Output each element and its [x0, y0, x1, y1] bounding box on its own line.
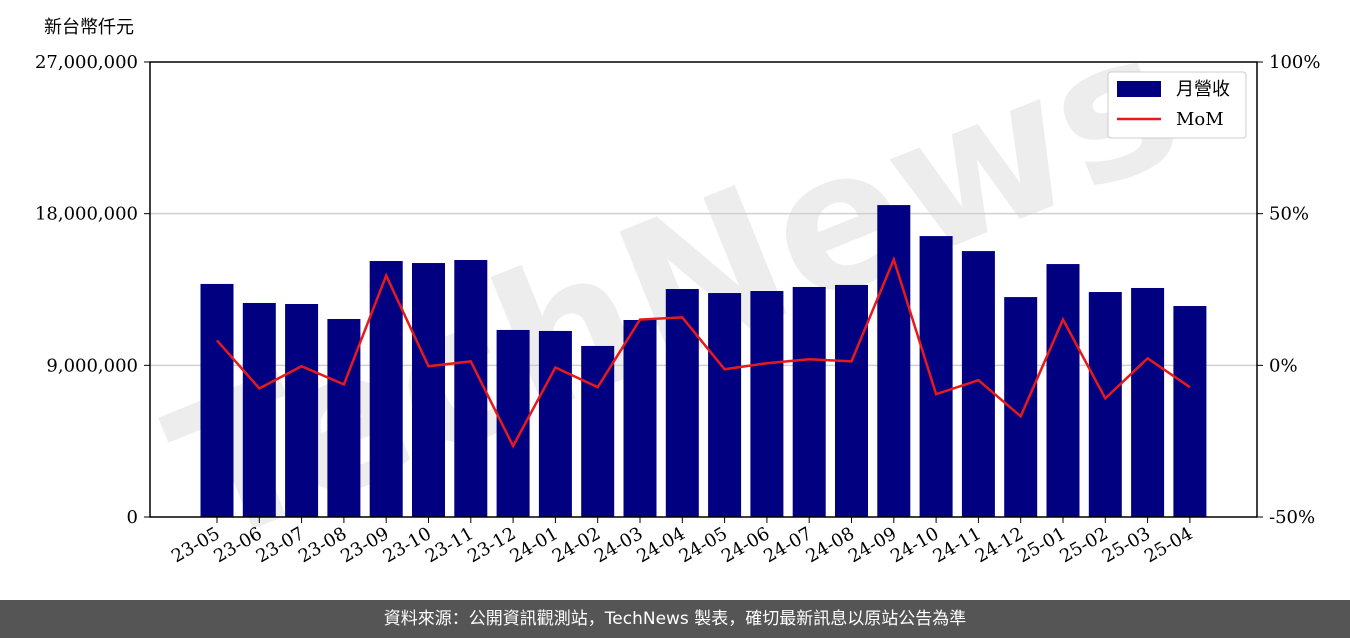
bar	[792, 286, 826, 517]
bar	[538, 330, 572, 517]
y-tick-label: 27,000,000	[35, 52, 138, 73]
bar	[665, 288, 699, 517]
bar	[454, 260, 488, 517]
bar	[877, 205, 911, 518]
bar	[327, 318, 361, 517]
y-tick-label: 0	[127, 507, 138, 528]
source-note: 資料來源：公開資訊觀測站，TechNews 製表，確切最新訊息以原站公告為準	[0, 600, 1350, 638]
bar	[708, 293, 742, 517]
bar	[750, 291, 784, 517]
chart: TechNews新台幣仟元09,000,00018,000,00027,000,…	[35, 0, 1321, 588]
y2-tick-label: 0%	[1269, 355, 1298, 376]
bar	[285, 303, 319, 517]
y-tick-label: 18,000,000	[35, 204, 138, 225]
mom-line	[216, 255, 1191, 449]
bar	[1046, 264, 1080, 517]
legend-swatch	[1117, 81, 1161, 97]
y-axis-title: 新台幣仟元	[44, 17, 134, 38]
bar	[623, 320, 657, 517]
bar	[200, 283, 234, 517]
y2-tick-label: 50%	[1269, 204, 1309, 225]
legend: 月營收 MoM	[1107, 71, 1247, 139]
bar	[835, 284, 868, 517]
y2-tick-label: 100%	[1269, 52, 1320, 73]
y2-tick-label: -50%	[1269, 507, 1315, 528]
plot-frame	[149, 61, 1258, 518]
bar	[242, 302, 276, 517]
y-tick-label: 9,000,000	[46, 355, 138, 376]
legend-label: MoM	[1176, 109, 1224, 130]
bar	[581, 345, 615, 517]
bar	[919, 236, 953, 517]
x-tick-label: 25-04	[1141, 523, 1196, 567]
bar	[1088, 292, 1122, 517]
bar	[1173, 306, 1207, 517]
legend-label: 月營收	[1176, 79, 1230, 100]
bar	[1131, 287, 1165, 517]
bar	[412, 263, 445, 517]
